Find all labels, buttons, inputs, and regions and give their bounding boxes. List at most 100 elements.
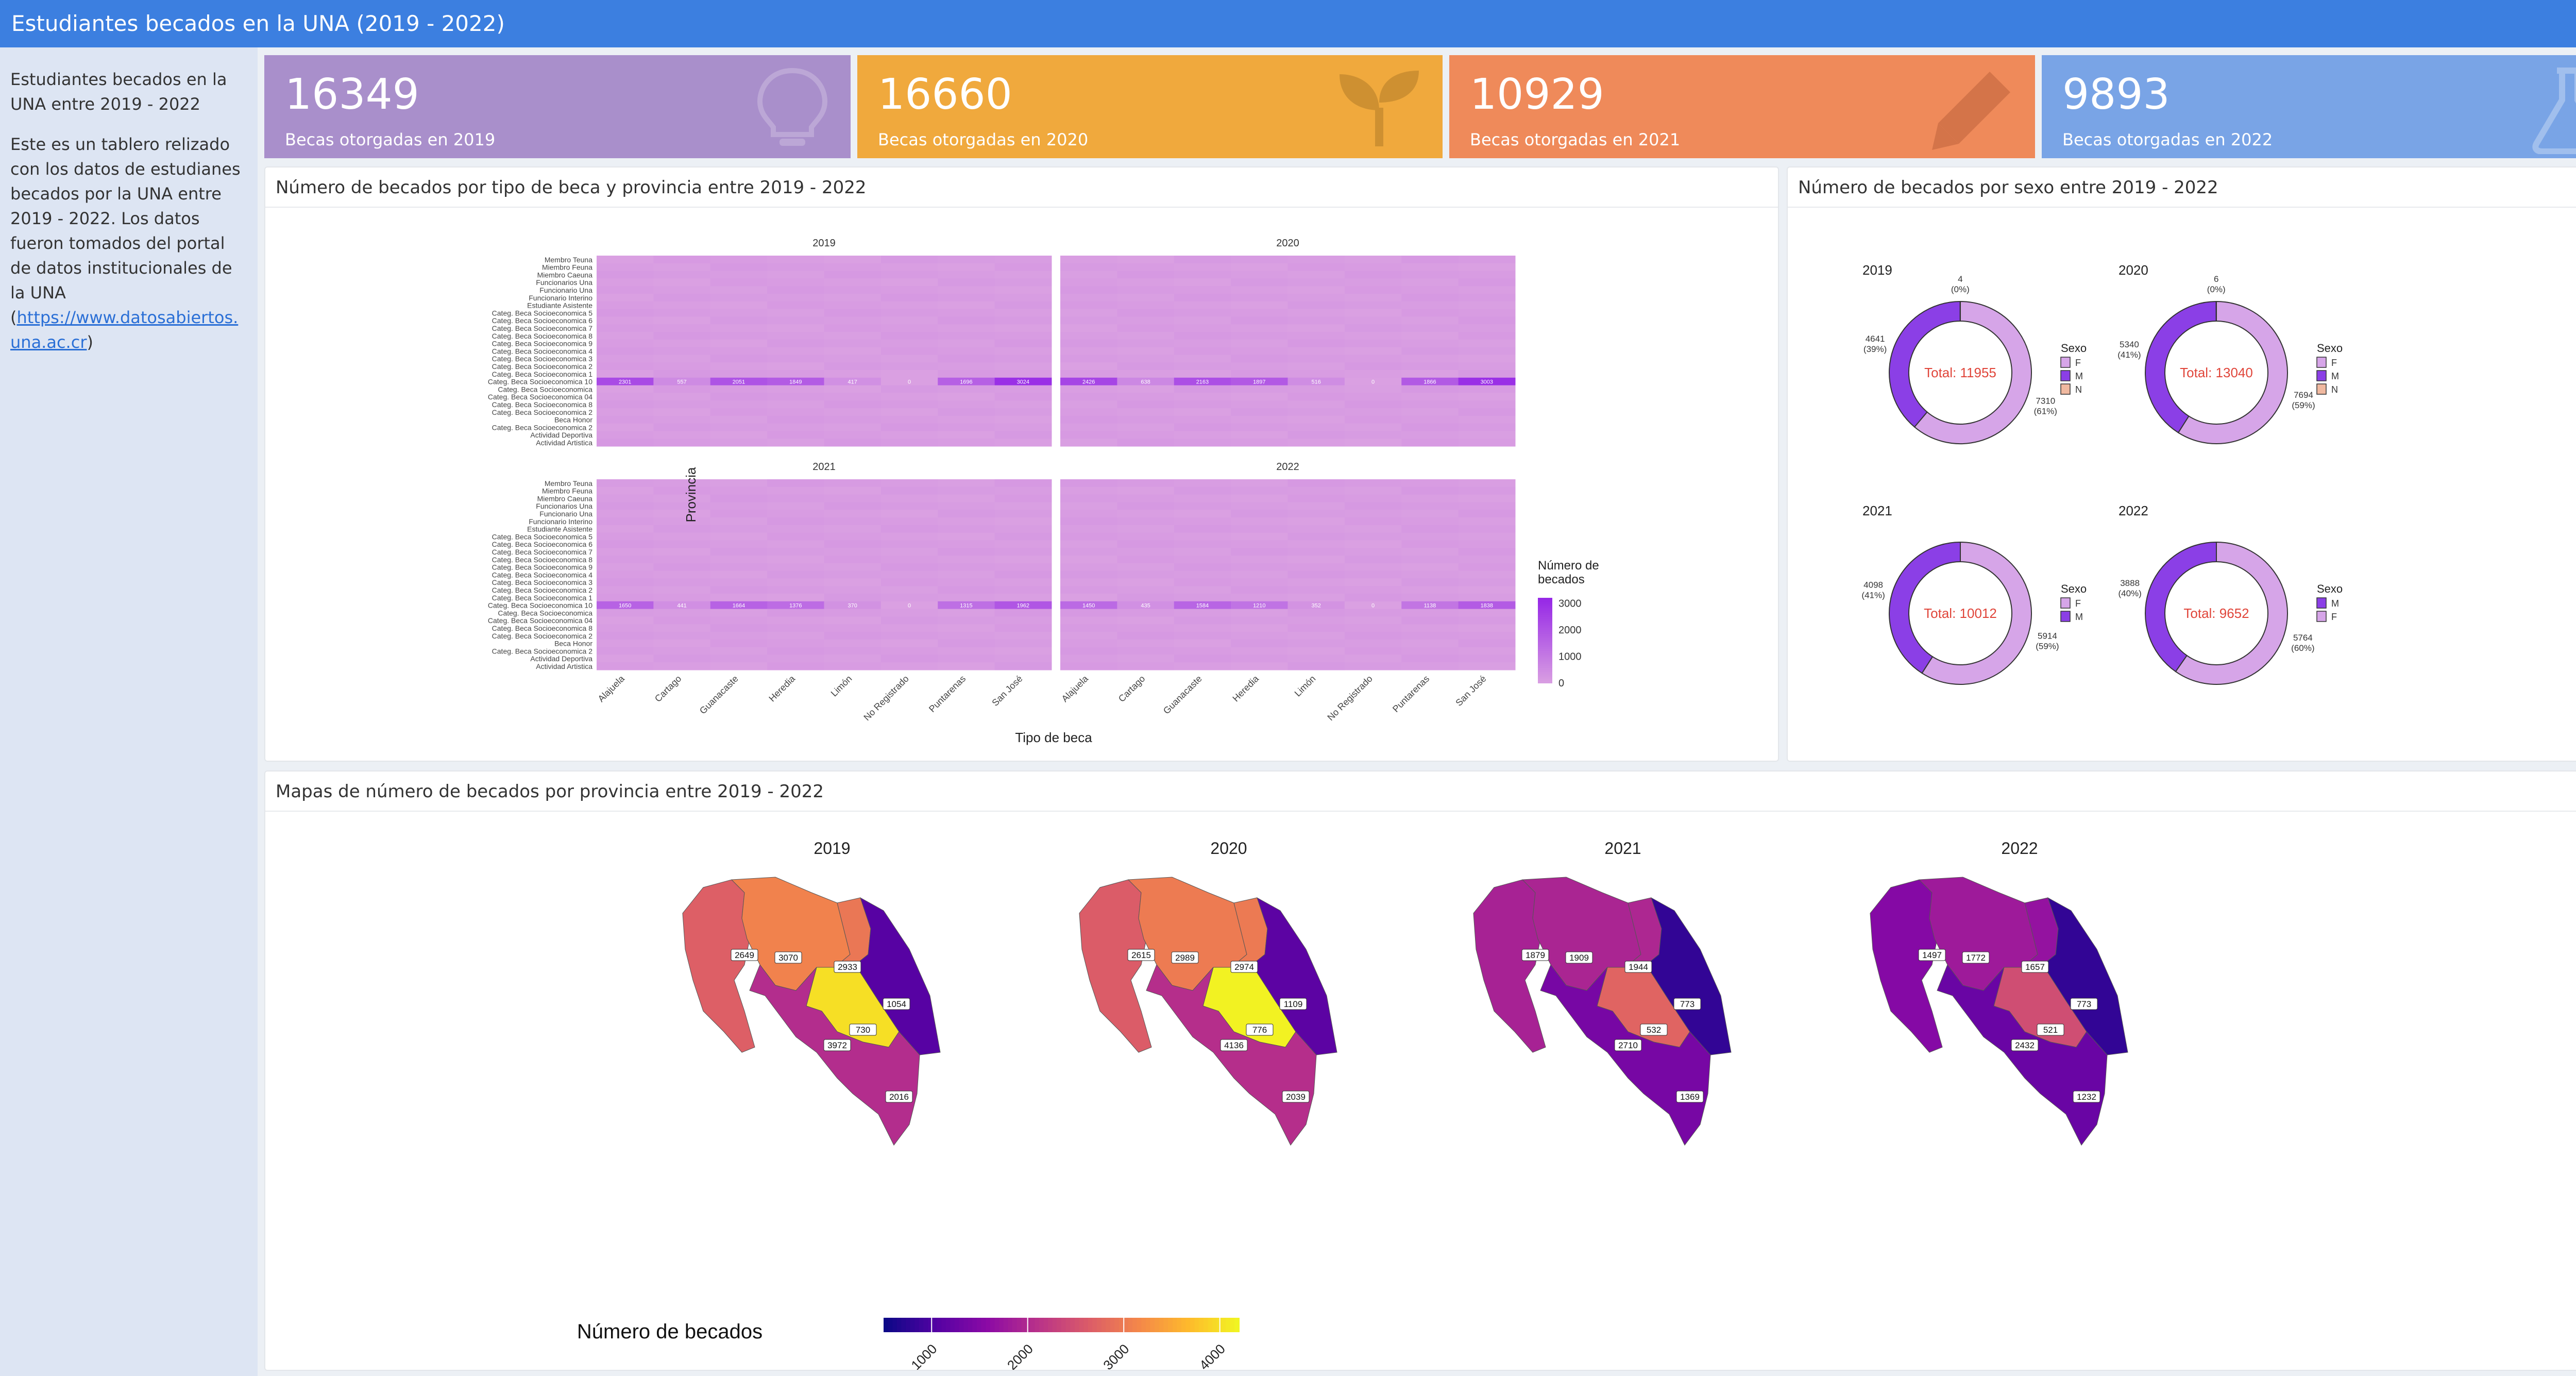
province-value-label: 2989 xyxy=(1175,953,1195,963)
heatmap-cell xyxy=(597,532,654,541)
province-value-label: 521 xyxy=(2043,1025,2058,1035)
heatmap-cell xyxy=(994,294,1052,302)
heatmap-cell xyxy=(1174,439,1231,447)
heatmap-cell xyxy=(1060,339,1117,348)
heatmap-cell xyxy=(653,655,711,663)
heatmap-cell xyxy=(1174,385,1231,393)
heatmap-cell xyxy=(1060,510,1117,518)
heatmap-cell xyxy=(597,479,654,488)
heatmap-cell xyxy=(710,393,768,401)
heatmap-cell xyxy=(653,548,711,556)
heatmap-cell xyxy=(1458,556,1516,564)
heatmap-cell xyxy=(1287,408,1345,416)
map-legend-gradient-step xyxy=(1234,1318,1240,1332)
donut-total-label: Total: 10012 xyxy=(1924,606,1997,621)
data-portal-link[interactable]: https://www.datosabiertos.una.ac.cr xyxy=(10,308,239,352)
x-tick-label: Guanacaste xyxy=(1161,674,1204,716)
heatmap-cell xyxy=(767,578,824,586)
heatmap-cell xyxy=(1401,347,1459,355)
heatmap-cell xyxy=(1287,347,1345,355)
map-legend-gradient-step xyxy=(1057,1318,1062,1332)
heatmap-cell xyxy=(767,548,824,556)
province-label-box xyxy=(1565,951,1593,964)
map-legend-gradient-step xyxy=(1110,1318,1115,1332)
legend-tick-label: 1000 xyxy=(1558,651,1582,662)
cell-value-label: 516 xyxy=(1312,379,1321,385)
y-tick-label: Categ. Beca Socioeconomica 8 xyxy=(492,624,593,632)
heatmap-cell xyxy=(710,594,768,602)
heatmap-cell xyxy=(880,316,938,325)
value-box-2019: 16349 Becas otorgadas en 2019 xyxy=(264,55,851,158)
heatmap-cell xyxy=(938,316,995,325)
heatmap-cell xyxy=(1060,400,1117,409)
heatmap-cell xyxy=(1060,271,1117,279)
legend-swatch-M xyxy=(2060,611,2071,622)
heatmap-cell xyxy=(1117,532,1175,541)
heatmap-cell xyxy=(1060,439,1117,447)
heatmap-cell xyxy=(994,601,1052,610)
heatmap-cell xyxy=(1344,256,1402,264)
map-legend-gradient-step xyxy=(928,1318,933,1332)
heatmap-cell xyxy=(710,616,768,625)
heatmap-cell xyxy=(1117,332,1175,340)
province-value-label: 1109 xyxy=(1284,999,1303,1009)
heatmap-cell xyxy=(994,439,1052,447)
heatmap-cell xyxy=(767,431,824,439)
heatmap-cell xyxy=(653,385,711,393)
heatmap-cell xyxy=(1060,423,1117,431)
heatmap-cell xyxy=(1117,309,1175,317)
slice-value-label: 4098 xyxy=(1863,580,1883,590)
heatmap-cell xyxy=(880,271,938,279)
cell-value-label: 1138 xyxy=(1424,603,1436,609)
cell-value-label: 1696 xyxy=(960,379,972,385)
heatmap-cell xyxy=(1287,494,1345,502)
heatmap-cell xyxy=(767,609,824,617)
y-tick-label: Actividad Deportiva xyxy=(530,431,592,439)
map-legend-gradient-step xyxy=(963,1318,969,1332)
heatmap-cell xyxy=(1401,494,1459,502)
facet-label: 2020 xyxy=(1276,238,1299,249)
heatmap-cell xyxy=(1287,362,1345,371)
heatmap-cell xyxy=(824,647,882,655)
legend-gradient-step xyxy=(1538,625,1552,628)
heatmap-cell xyxy=(994,486,1052,495)
heatmap-cell xyxy=(710,316,768,325)
map-2020: 2615 2989 2974 1109 776 4136 2039 xyxy=(1079,877,1337,1146)
heatmap-cell xyxy=(1174,594,1231,602)
heatmap-cell xyxy=(767,377,824,386)
province-label-box xyxy=(2021,961,2049,973)
heatmap-cell xyxy=(710,415,768,424)
heatmap-cell xyxy=(1458,510,1516,518)
province-value-label: 1772 xyxy=(1966,953,1986,963)
heatmap-cell xyxy=(1231,570,1288,579)
heatmap-cell xyxy=(767,624,824,632)
heatmap-cell xyxy=(824,632,882,640)
slice-value-label: 5914 xyxy=(2038,631,2057,641)
map-legend-gradient-step xyxy=(1123,1318,1129,1332)
map-legend-gradient-step xyxy=(1114,1318,1120,1332)
cell-value-label: 557 xyxy=(677,379,686,385)
heatmap-cell xyxy=(1174,479,1231,488)
heatmap-cell xyxy=(653,339,711,348)
heatmap-cell xyxy=(653,532,711,541)
heatmap-cell xyxy=(880,594,938,602)
map-legend-gradient-step xyxy=(932,1318,938,1332)
heatmap-cell xyxy=(767,309,824,317)
heatmap-cell xyxy=(1287,502,1345,510)
map-year-label: 2019 xyxy=(814,839,850,858)
heatmap-cell xyxy=(767,517,824,526)
province-value-label: 776 xyxy=(1252,1025,1267,1035)
heatmap-cell xyxy=(938,624,995,632)
province-value-label: 2016 xyxy=(889,1092,909,1102)
cell-value-label: 1897 xyxy=(1253,379,1265,385)
heatmap-cell xyxy=(1174,362,1231,371)
legend-gradient-step xyxy=(1538,640,1552,643)
heatmap-cell xyxy=(653,271,711,279)
heatmap-cell xyxy=(1287,594,1345,602)
heatmap-cell xyxy=(767,316,824,325)
heatmap-cell xyxy=(938,532,995,541)
heatmap-cell xyxy=(1287,263,1345,272)
heatmap-cell xyxy=(767,594,824,602)
y-tick-label: Categ. Beca Socioeconomica xyxy=(498,609,592,617)
heatmap-cell xyxy=(994,616,1052,625)
